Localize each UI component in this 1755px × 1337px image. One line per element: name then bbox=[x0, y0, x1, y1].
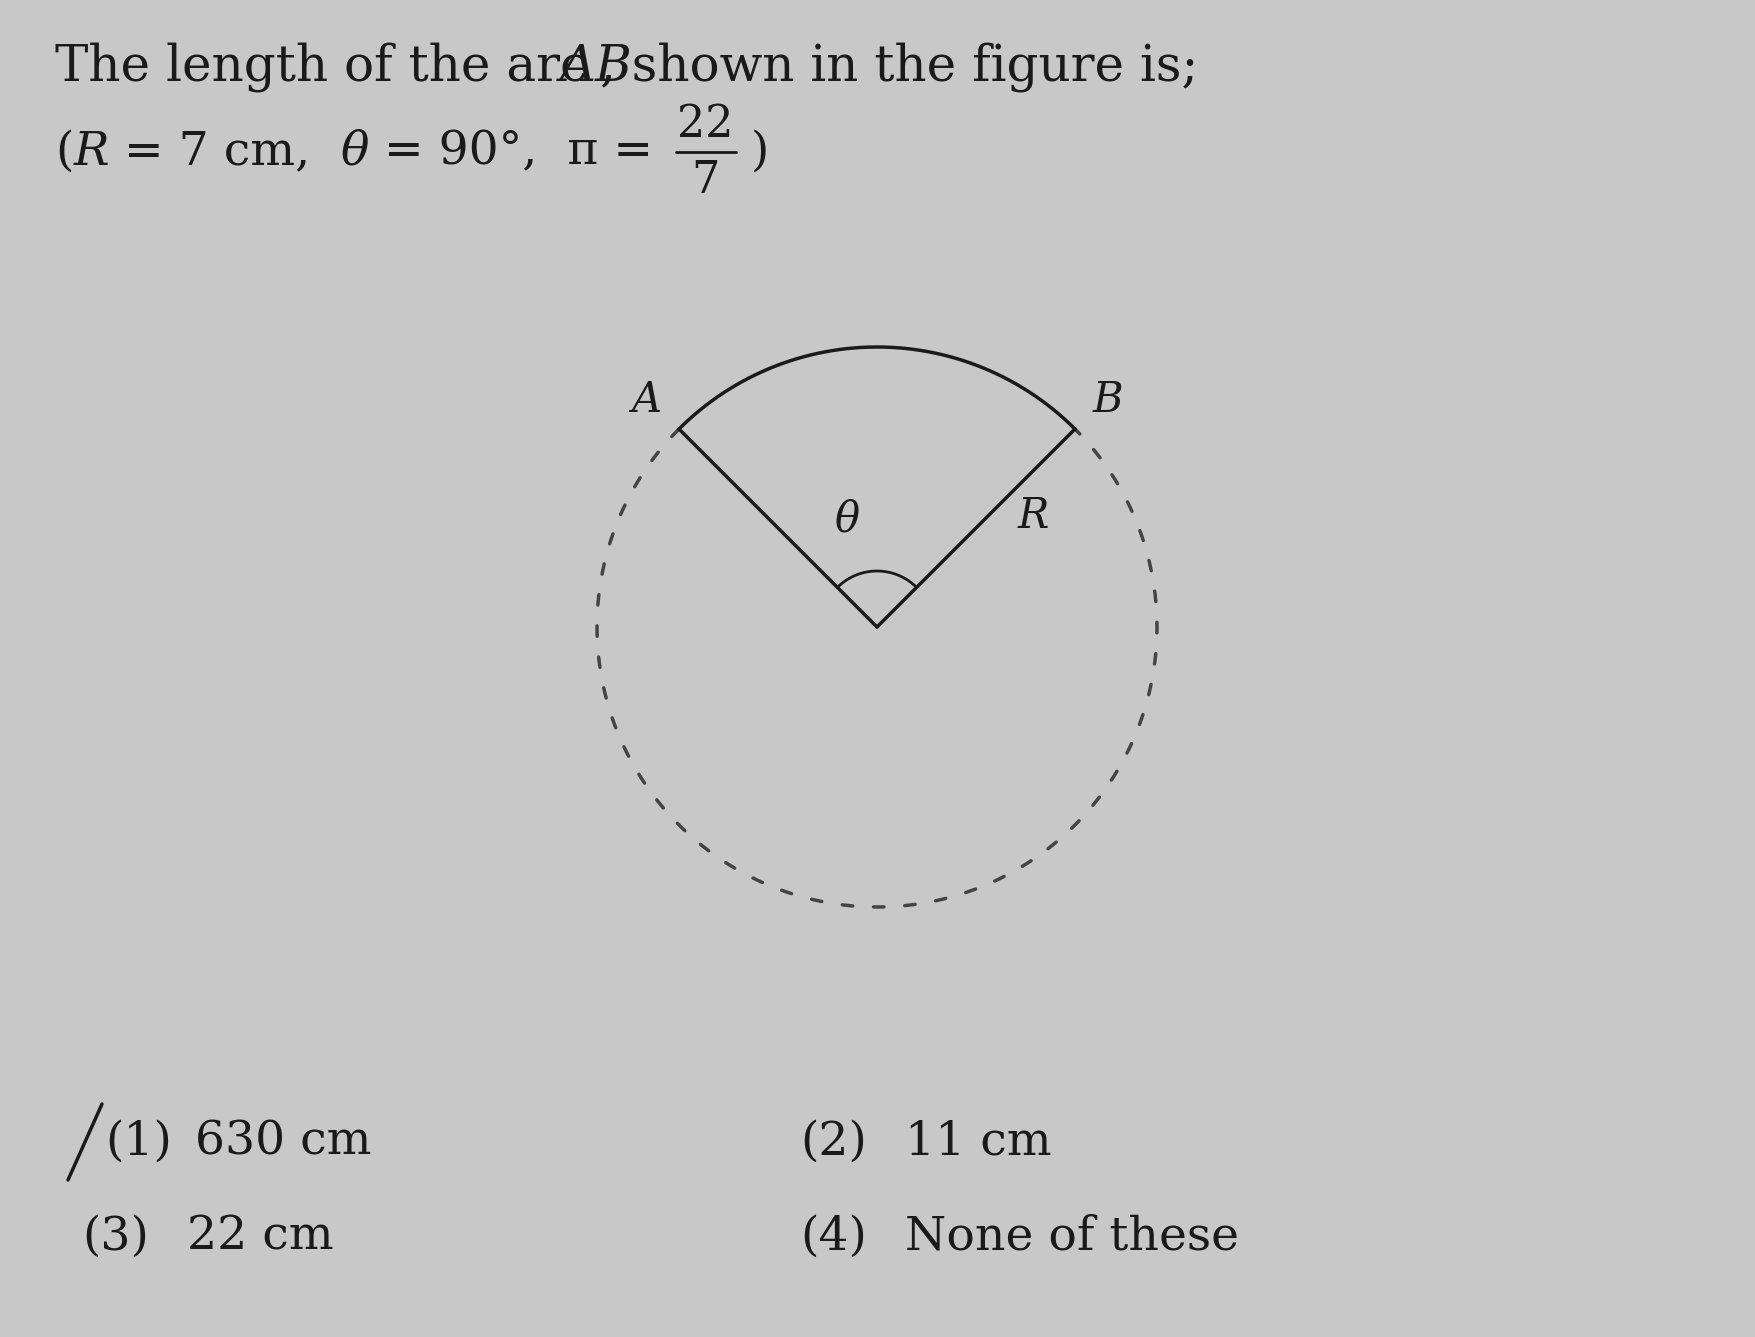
Text: R: R bbox=[74, 130, 109, 175]
Text: (: ( bbox=[54, 130, 74, 175]
Text: θ: θ bbox=[340, 130, 369, 175]
Text: , shown in the figure is;: , shown in the figure is; bbox=[600, 41, 1199, 92]
Text: B: B bbox=[1093, 378, 1123, 421]
Text: (1): (1) bbox=[105, 1119, 172, 1165]
Text: θ: θ bbox=[834, 499, 860, 540]
Text: AB: AB bbox=[560, 43, 634, 92]
Text: The length of the arc: The length of the arc bbox=[54, 41, 604, 92]
Text: (4): (4) bbox=[800, 1214, 867, 1259]
Text: R: R bbox=[1018, 495, 1049, 537]
Text: 22: 22 bbox=[677, 103, 734, 146]
Text: 630 cm: 630 cm bbox=[181, 1119, 372, 1165]
Text: (3): (3) bbox=[82, 1214, 149, 1259]
Text: None of these: None of these bbox=[876, 1214, 1239, 1259]
Text: ): ) bbox=[751, 130, 769, 175]
Text: 11 cm: 11 cm bbox=[876, 1119, 1051, 1165]
Text: = 90°,  π =: = 90°, π = bbox=[369, 130, 667, 175]
Text: (2): (2) bbox=[800, 1119, 867, 1165]
Text: 22 cm: 22 cm bbox=[156, 1214, 333, 1259]
Text: 7: 7 bbox=[691, 158, 720, 202]
Text: A: A bbox=[632, 378, 662, 421]
Text: = 7 cm,: = 7 cm, bbox=[109, 130, 340, 175]
